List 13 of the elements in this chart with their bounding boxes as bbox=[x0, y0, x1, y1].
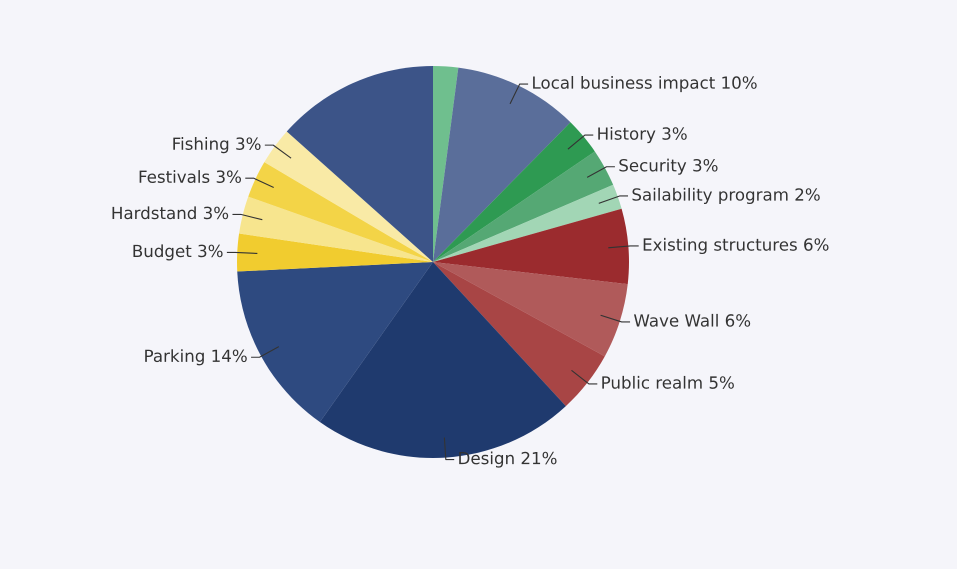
slice-label: Public realm 5% bbox=[602, 376, 734, 389]
slice-label: Parking 14% bbox=[145, 349, 247, 366]
slice-label: Wave Wall 6% bbox=[634, 314, 750, 327]
slice-label: Existing structures 6% bbox=[644, 238, 829, 254]
slice-label: Security 3% bbox=[619, 158, 718, 175]
slice-label: Design 21% bbox=[459, 451, 557, 468]
slice-label: Local business impact 10% bbox=[533, 76, 757, 92]
slice-label: Fishing 3% bbox=[173, 137, 261, 154]
slice-label: History 3% bbox=[598, 126, 687, 144]
slice-label: Festivals 3% bbox=[140, 170, 241, 184]
slice-label: Hardstand 3% bbox=[112, 206, 228, 220]
slice-label: Sailability program 2% bbox=[632, 188, 820, 204]
slice-label: Budget 3% bbox=[133, 244, 223, 260]
